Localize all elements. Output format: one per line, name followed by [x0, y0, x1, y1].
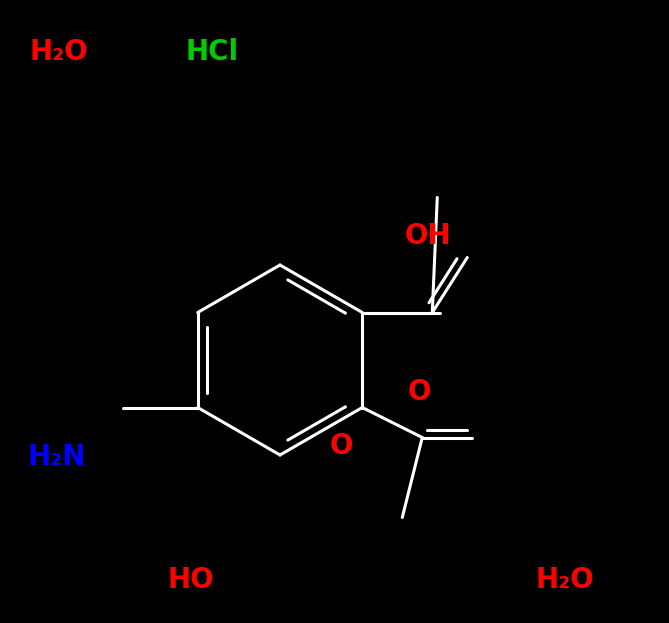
Text: H₂O: H₂O: [536, 566, 595, 594]
Text: OH: OH: [405, 222, 452, 250]
Text: H₂N: H₂N: [28, 443, 86, 471]
Text: O: O: [330, 432, 353, 460]
Text: H₂O: H₂O: [30, 38, 89, 66]
Text: HO: HO: [168, 566, 215, 594]
Text: O: O: [408, 378, 432, 406]
Text: HCl: HCl: [185, 38, 238, 66]
